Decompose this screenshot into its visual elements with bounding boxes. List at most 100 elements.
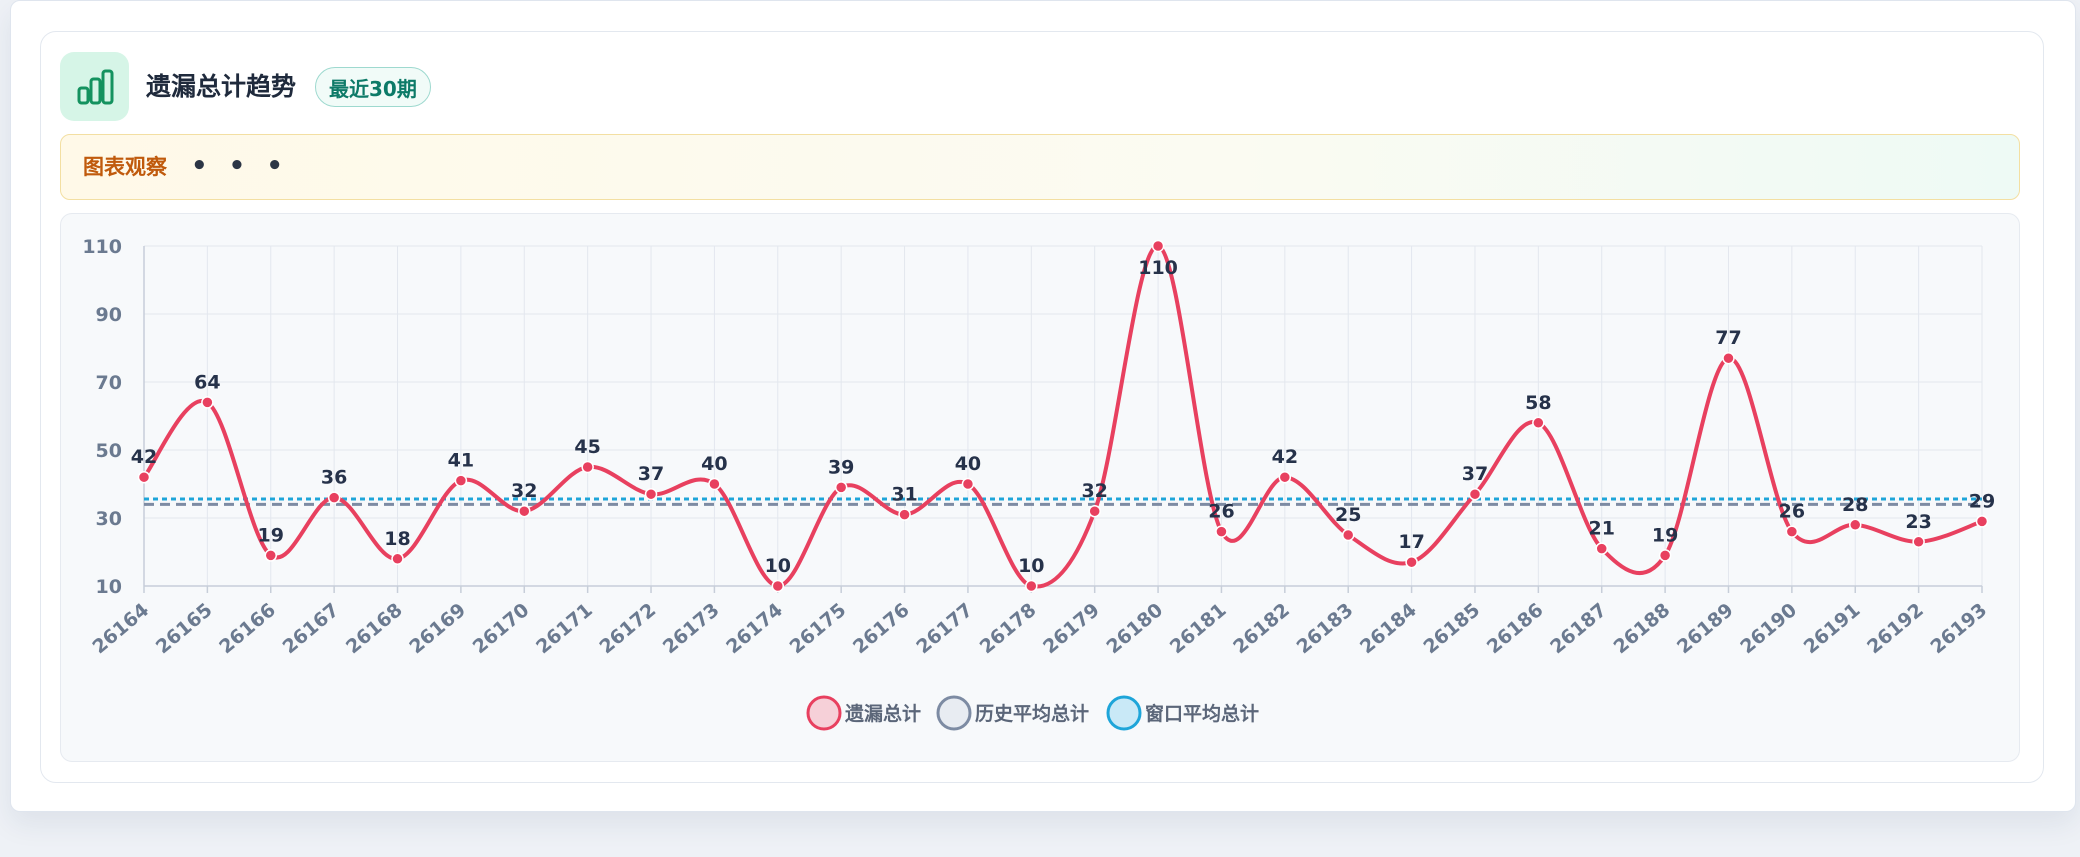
data-point <box>1848 518 1862 532</box>
data-label: 18 <box>384 528 410 550</box>
x-tick-label: 26192 <box>1863 599 1928 658</box>
x-tick-label: 26172 <box>595 599 660 658</box>
data-point <box>644 487 658 501</box>
data-point <box>1658 549 1672 562</box>
data-label: 10 <box>1018 555 1044 577</box>
more-dots-icon[interactable]: • • • <box>191 151 289 181</box>
data-label: 26 <box>1208 501 1234 523</box>
data-point <box>1532 416 1545 430</box>
data-label: 32 <box>511 480 537 502</box>
x-tick-label: 26185 <box>1419 599 1484 658</box>
data-label: 10 <box>765 555 791 577</box>
chart-legend: 遗漏总计 历史平均总计 窗口平均总计 <box>806 695 1259 731</box>
chart-title: 遗漏总计趋势 <box>146 72 297 101</box>
series-layer <box>137 239 1989 593</box>
data-label: 17 <box>1398 531 1424 553</box>
data-label: 64 <box>194 371 220 393</box>
x-tick-label: 26187 <box>1546 599 1611 658</box>
x-tick-label: 26166 <box>215 599 280 658</box>
data-point <box>264 549 278 562</box>
observation-label: 图表观察 <box>83 155 167 179</box>
data-point <box>771 579 785 593</box>
legend-window-label: 窗口平均总计 <box>1145 702 1259 725</box>
y-tick-label: 90 <box>96 304 122 326</box>
x-tick-label: 26193 <box>1926 599 1991 658</box>
x-tick-label: 26190 <box>1736 599 1801 658</box>
data-label: 28 <box>1842 494 1868 516</box>
x-tick-label: 26164 <box>88 599 153 658</box>
data-point <box>961 477 975 491</box>
data-label: 37 <box>1462 463 1488 485</box>
data-label: 37 <box>638 463 664 485</box>
data-label: 40 <box>955 453 981 475</box>
x-tick-label: 26176 <box>849 599 914 658</box>
data-point <box>1151 239 1165 253</box>
data-label: 39 <box>828 456 854 478</box>
data-point <box>1595 542 1608 555</box>
data-point <box>1975 515 1989 528</box>
chart-axes: 1030507090110261642616526166261672616826… <box>82 236 1991 658</box>
x-tick-label: 26188 <box>1610 599 1675 658</box>
x-tick-label: 26189 <box>1673 599 1738 658</box>
x-tick-label: 26179 <box>1039 599 1104 658</box>
data-point <box>834 481 848 494</box>
data-label: 45 <box>574 436 600 458</box>
data-point <box>391 552 404 566</box>
data-point <box>1215 525 1228 538</box>
x-tick-label: 26180 <box>1102 599 1167 658</box>
chart-grid <box>144 245 1983 586</box>
series-line <box>142 244 1983 589</box>
data-label: 19 <box>258 524 284 546</box>
data-label: 23 <box>1905 511 1931 533</box>
x-tick-label: 26184 <box>1356 599 1421 658</box>
data-point <box>1785 525 1799 538</box>
reference-lines <box>144 497 1982 506</box>
data-label: 40 <box>701 453 727 475</box>
y-tick-label: 70 <box>96 372 122 394</box>
legend-window-swatch <box>1106 695 1142 731</box>
x-tick-label: 26178 <box>976 599 1041 658</box>
x-tick-label: 26173 <box>659 599 724 658</box>
x-tick-label: 26165 <box>152 599 217 658</box>
data-point <box>1912 535 1925 549</box>
y-tick-label: 30 <box>96 508 122 530</box>
data-point <box>201 396 214 409</box>
data-point <box>327 491 341 504</box>
data-point <box>898 508 911 521</box>
x-tick-label: 26182 <box>1229 599 1294 658</box>
x-tick-label: 26168 <box>342 599 407 658</box>
chart-area <box>60 213 2020 762</box>
data-point <box>1025 579 1038 593</box>
data-label: 25 <box>1335 504 1361 526</box>
data-point <box>1278 470 1292 484</box>
x-tick-label: 26169 <box>405 599 470 658</box>
data-label: 31 <box>891 484 917 506</box>
bar-chart-icon <box>60 52 129 121</box>
data-label: 42 <box>1272 446 1298 468</box>
data-point <box>1405 555 1418 569</box>
data-label: 110 <box>1138 257 1178 279</box>
x-tick-label: 26183 <box>1293 599 1358 658</box>
x-tick-label: 26177 <box>912 599 977 658</box>
data-point <box>708 477 721 491</box>
data-label: 36 <box>321 467 347 489</box>
observation-bar[interactable]: 图表观察 • • • <box>60 134 2020 200</box>
data-label: 41 <box>448 450 474 472</box>
data-point <box>1468 487 1482 501</box>
x-tick-label: 26175 <box>786 599 851 658</box>
x-tick-label: 26170 <box>469 599 534 658</box>
x-tick-label: 26181 <box>1166 599 1231 658</box>
legend-history-swatch <box>936 695 972 731</box>
y-tick-label: 50 <box>96 440 122 462</box>
data-label: 42 <box>131 446 157 468</box>
y-tick-label: 10 <box>96 576 122 598</box>
legend-series-label: 遗漏总计 <box>844 702 921 725</box>
data-point <box>581 460 594 474</box>
data-label: 77 <box>1715 327 1741 349</box>
data-label: 58 <box>1525 392 1551 414</box>
data-point <box>454 474 468 487</box>
data-point <box>137 470 151 484</box>
x-tick-label: 26167 <box>279 599 344 658</box>
x-tick-label: 26186 <box>1483 599 1548 658</box>
